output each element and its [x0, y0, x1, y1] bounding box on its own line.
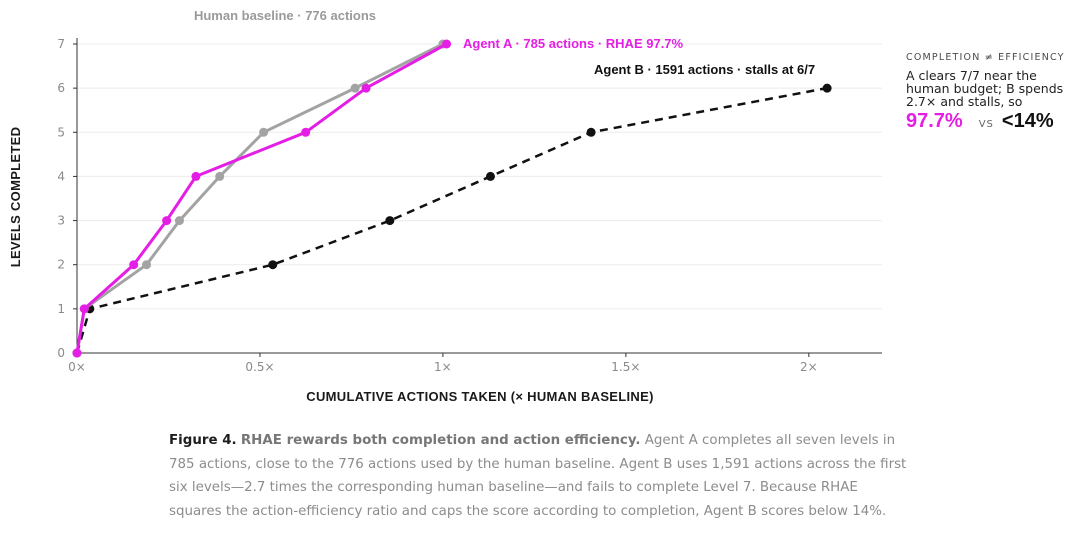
- figure-caption: Figure 4. RHAE rewards both completion a…: [169, 429, 909, 523]
- y-tick-label-6: 6: [57, 81, 65, 95]
- agent-a-score: 97.7%: [906, 110, 963, 132]
- y-tick-label-3: 3: [57, 214, 65, 228]
- point-agent_a-6: [361, 83, 371, 93]
- series-line-human: [75, 42, 444, 354]
- y-tick-label-5: 5: [57, 125, 65, 139]
- series-label-agent-b: Agent B · 1591 actions · stalls at 6/7: [594, 62, 815, 77]
- x-tick-label-0: 0×: [68, 360, 86, 374]
- point-human-3: [174, 216, 184, 226]
- x-tick-label-1: 0.5×: [245, 360, 274, 374]
- x-axis-label: CUMULATIVE ACTIONS TAKEN (× HUMAN BASELI…: [306, 389, 653, 404]
- agent-b-score: <14%: [1001, 110, 1054, 132]
- y-tick-label-7: 7: [57, 37, 65, 51]
- x-tick-label-4: 2×: [800, 360, 818, 374]
- point-agent_a-3: [162, 216, 172, 226]
- point-agent_a-5: [301, 127, 311, 137]
- side-note-heading: COMPLETION ≠ EFFICIENCY: [906, 52, 1065, 63]
- series-agent_b: [72, 83, 832, 358]
- y-tick-labels: 0 1 2 3 4 5 6 7: [57, 37, 77, 360]
- point-agent_a-1: [79, 304, 89, 314]
- y-tick-label-4: 4: [57, 169, 65, 183]
- caption-figure-number: Figure 4.: [169, 433, 237, 448]
- y-tick-label-0: 0: [57, 346, 65, 360]
- vs-label: VS: [978, 119, 994, 130]
- side-note: COMPLETION ≠ EFFICIENCY A clears 7/7 nea…: [906, 52, 1074, 133]
- point-human-6: [350, 83, 360, 93]
- side-note-body: A clears 7/7 near the human budget; B sp…: [906, 68, 1064, 109]
- point-agent_a-0: [72, 348, 82, 358]
- point-agent_a-2: [129, 260, 139, 270]
- series-agent_a: [72, 39, 452, 358]
- point-agent_b-3: [385, 216, 395, 226]
- point-human-4: [215, 171, 225, 181]
- caption-text: Agent A completes all seven levels in 78…: [169, 433, 907, 519]
- point-agent_b-4: [485, 171, 495, 181]
- series-human: [72, 39, 448, 358]
- point-human-5: [259, 127, 269, 137]
- caption-lead: RHAE rewards both completion and action …: [240, 433, 641, 448]
- series-lines: [72, 39, 832, 358]
- series-line-agent_a: [75, 42, 448, 354]
- x-tick-label-2: 1×: [434, 360, 452, 374]
- point-agent_b-2: [268, 260, 278, 270]
- series-label-agent-a: Agent A · 785 actions · RHAE 97.7%: [463, 36, 684, 51]
- y-tick-label-2: 2: [57, 258, 65, 272]
- point-agent_b-5: [586, 127, 596, 137]
- chart-title: Human baseline · 776 actions: [194, 8, 376, 23]
- y-axis-label: LEVELS COMPLETED: [8, 127, 23, 268]
- x-tick-label-3: 1.5×: [611, 360, 640, 374]
- point-agent_a-4: [191, 171, 201, 181]
- y-tick-label-1: 1: [57, 302, 65, 316]
- x-tick-labels: 0× 0.5× 1× 1.5× 2×: [68, 353, 818, 374]
- axes: [76, 38, 882, 354]
- point-agent_a-7: [442, 39, 452, 49]
- gridlines: [77, 43, 882, 310]
- score-comparison: 97.7% VS <14%: [906, 110, 1074, 133]
- point-human-2: [142, 260, 152, 270]
- point-agent_b-6: [822, 83, 832, 93]
- levels-vs-actions-chart: Human baseline · 776 actions 0× 0.5× 1× 1.5…: [8, 8, 882, 404]
